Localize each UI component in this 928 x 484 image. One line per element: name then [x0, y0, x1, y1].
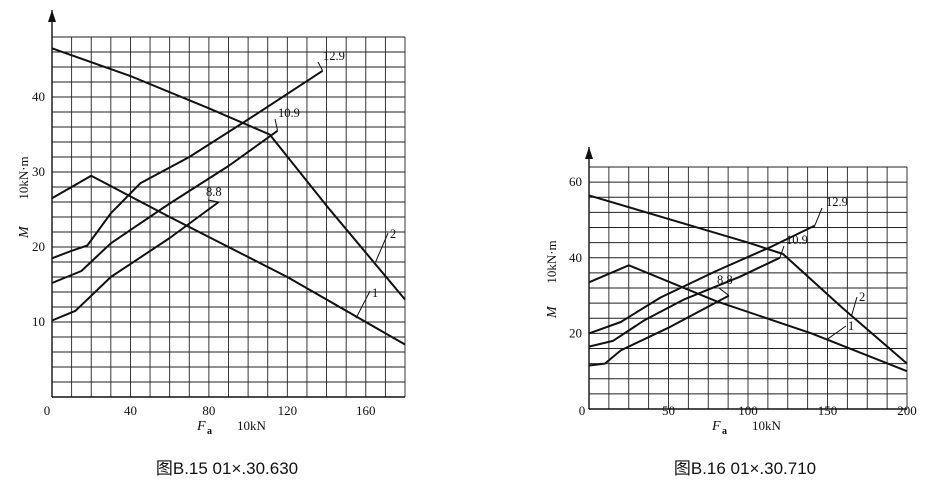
- chart-1-x-axis-unit: 10kN: [237, 418, 267, 433]
- chart-1-x-tick-label: 0: [44, 403, 51, 418]
- chart-1-x-axis-label: F: [196, 419, 206, 434]
- chart-1-series-2-line: [51, 47, 406, 301]
- chart-1-series-10-9-label: 10.9: [278, 106, 300, 120]
- chart-1-x-tick-label: 40: [124, 403, 137, 418]
- chart-1-series-12-9-label: 12.9: [323, 49, 345, 63]
- chart-2-caption: 图B.16 01×.30.710: [674, 459, 816, 478]
- chart-2-series-10-9-label: 10.9: [786, 233, 808, 247]
- chart-2-series-2-label: 2: [859, 290, 865, 304]
- chart-2-x-axis-unit: 10kN: [752, 418, 782, 433]
- chart-1-series-10-9-leader: [274, 118, 279, 131]
- chart-2-series-10-9-leader: [779, 245, 785, 258]
- chart-2-x-axis-label: F: [711, 419, 721, 434]
- chart-2-y-tick-label: 60: [569, 174, 582, 189]
- chart-1-y-axis-arrow: [48, 10, 56, 22]
- chart-2-x-tick-label: 50: [662, 403, 675, 418]
- chart-1-x-tick-label: 160: [356, 403, 376, 418]
- chart-1-series-8-8-label: 8.8: [206, 185, 222, 199]
- chart-2-y-axis-arrow: [585, 147, 593, 159]
- chart-2-y-tick-label: 40: [569, 250, 582, 265]
- chart-1-series-12-9-line: [51, 69, 324, 260]
- chart-1-series-2-label: 2: [390, 227, 396, 241]
- chart-2-series-8-8-leader: [718, 287, 730, 296]
- chart-2-series-12-9-label: 12.9: [826, 195, 848, 209]
- chart-1-y-axis-unit: 10kN·m: [16, 156, 31, 199]
- chart-1-series-12-9-leader: [317, 61, 324, 71]
- chart-2-series-2-line: [588, 194, 908, 365]
- chart-2-series-12-9-line: [588, 224, 816, 335]
- chart-2-x-tick-label: 150: [818, 403, 838, 418]
- chart-2-group: 0 50 100 150 200 20 40 60 M 10kN·m F a 10kN 12.9 10.9 8…: [544, 147, 917, 437]
- chart-1-y-tick-label: 40: [32, 89, 45, 104]
- chart-2-x-tick-label: 200: [897, 403, 917, 418]
- chart-2-series-1-line: [588, 264, 908, 373]
- chart-1-group: 0 40 80 120 160 10 20 30 40 M 10kN·m F a 10kN 12.9 10.9…: [16, 10, 406, 437]
- chart-2-x-tick-label: 100: [738, 403, 758, 418]
- chart-1-series-2-leader: [375, 232, 389, 263]
- chart-2-series-8-8-label: 8.8: [717, 273, 733, 287]
- chart-2-y-tick-label: 20: [569, 325, 582, 340]
- chart-2-series-12-9-leader: [814, 207, 823, 226]
- chart-1-series-1-line: [51, 174, 406, 346]
- chart-2-series-2-leader: [850, 296, 858, 317]
- chart-2-series-1-leader: [827, 325, 847, 340]
- chart-2-x-tick-label: 0: [579, 403, 586, 418]
- chart-1-y-axis-label: M: [17, 225, 32, 239]
- chart-1-series-1-leader: [355, 290, 371, 319]
- chart-1-series-1-label: 1: [372, 286, 378, 300]
- chart-1-caption: 图B.15 01×.30.630: [156, 459, 298, 478]
- chart-2-x-axis-label-subscript: a: [722, 426, 727, 437]
- chart-1-y-tick-label: 10: [32, 314, 45, 329]
- chart-2-series-10-9-line: [588, 256, 781, 348]
- chart-2-y-axis-unit: 10kN·m: [544, 240, 559, 283]
- chart-2-series-1-label: 1: [848, 319, 854, 333]
- chart-1-series-8-8-line: [51, 201, 220, 322]
- chart-1-x-tick-label: 80: [202, 403, 215, 418]
- chart-2-series-8-8-line: [588, 294, 730, 367]
- chart-1-x-axis-label-subscript: a: [207, 426, 212, 437]
- chart-2-y-axis-label: M: [545, 305, 560, 319]
- chart-1-y-tick-label: 30: [32, 164, 45, 179]
- chart-1-series-8-8-leader: [207, 199, 219, 203]
- chart-1-x-tick-label: 120: [278, 403, 298, 418]
- chart-1-series-10-9-line: [51, 129, 279, 284]
- chart-1-y-tick-label: 20: [32, 239, 45, 254]
